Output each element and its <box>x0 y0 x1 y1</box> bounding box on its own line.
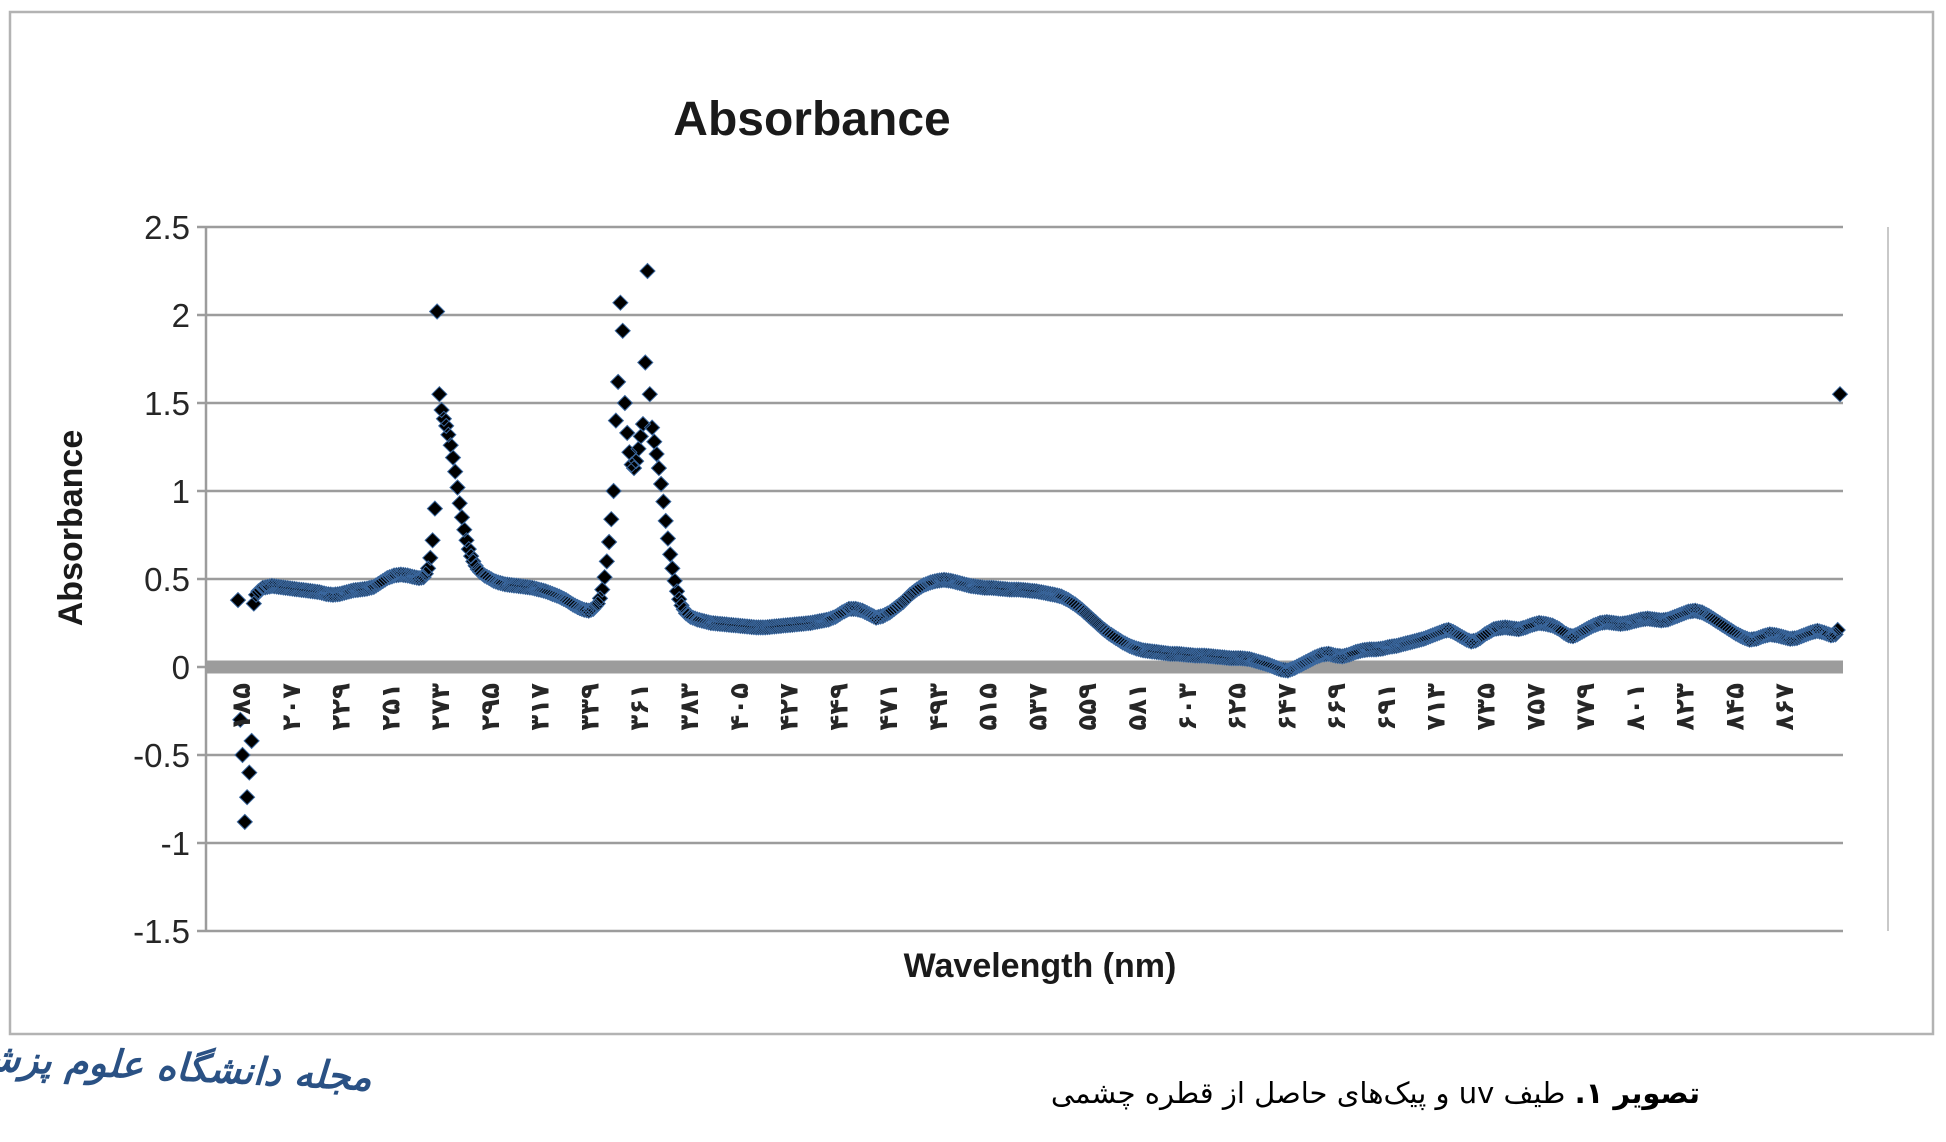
y-axis-tick-label: 1.5 <box>144 385 190 422</box>
x-axis-tick-label: ۵۱۵ <box>974 683 1004 731</box>
x-axis-tick-label: ۳۱۷ <box>526 683 556 731</box>
x-axis-tick-label: ۳۸۳ <box>675 683 705 731</box>
figure-caption-text: طیف uv و پیک‌های حاصل از قطره چشمی <box>1050 1076 1575 1110</box>
x-axis-tick-label: ۸۲۳ <box>1671 683 1701 731</box>
x-axis-tick-label: ۳۶۱ <box>625 683 655 731</box>
x-axis-tick-label: ۲۹۵ <box>476 683 506 731</box>
x-axis-tick-label: ۴۲۷ <box>775 683 805 731</box>
x-axis-tick-label: ۲۵۱ <box>376 683 406 731</box>
x-axis-tick-label: ۷۷۹ <box>1571 683 1601 731</box>
x-axis-tick-label: ۲۰۷ <box>277 683 307 731</box>
x-axis-tick-label: ۷۱۳ <box>1422 683 1452 731</box>
journal-logo-text: مجله دانشگاه علوم پزشکی گیلان <box>0 1028 373 1100</box>
x-axis-tick-label: ۴۹۳ <box>924 683 954 731</box>
x-axis-tick-label: ۷۵۷ <box>1521 683 1551 731</box>
x-axis-tick-label: ۴۴۹ <box>824 683 854 731</box>
figure-caption: تصویر ۱. طیف uv و پیک‌های حاصل از قطره چ… <box>1051 1076 1700 1110</box>
x-axis-tick-label: ۳۳۹ <box>575 683 605 731</box>
y-axis-tick-label: -0.5 <box>133 737 190 774</box>
x-axis-tick-label: ۷۳۵ <box>1471 683 1501 731</box>
x-axis-tick-label: ۵۸۱ <box>1123 683 1153 731</box>
absorbance-chart-figure: 2.5 2 1.5 1 0.5 0 -0.5 -1 -1.5 ۱۸۵ ۲۰۷ ۲۲۹ ۲۵۱ ۲۷۳ ۲۹۵… <box>8 10 1935 1036</box>
x-axis-tick-label: ۶۴۷ <box>1272 683 1302 731</box>
x-axis-tick-label: ۲۷۳ <box>426 683 456 731</box>
y-axis-tick-label: 2 <box>172 297 190 334</box>
x-axis-tick-label: ۶۰۳ <box>1173 683 1203 731</box>
x-axis-tick-label: ۵۳۷ <box>1023 683 1053 731</box>
x-axis-tick-label: ۵۵۹ <box>1073 683 1103 731</box>
y-axis-tick-label: -1 <box>161 825 190 862</box>
chart-title: Absorbance <box>673 93 950 146</box>
x-axis-tick-label: ۶۹۱ <box>1372 683 1402 731</box>
x-axis-zero-line <box>206 660 1843 674</box>
x-axis-tick-label: ۱۸۵ <box>227 683 257 731</box>
y-axis-tick-label: -1.5 <box>133 913 190 950</box>
figure-caption-number: تصویر ۱. <box>1574 1076 1700 1110</box>
y-axis-tick-label: 1 <box>172 473 190 510</box>
series-markers <box>229 262 1849 831</box>
x-axis-tick-label: ۴۰۵ <box>725 683 755 731</box>
x-axis-tick-label: ۴۷۱ <box>874 683 904 731</box>
x-axis-title: Wavelength (nm) <box>904 947 1177 985</box>
x-axis-tick-label: ۶۲۵ <box>1223 683 1253 731</box>
y-axis-tick-label: 2.5 <box>144 209 190 246</box>
x-axis-tick-label: ۶۶۹ <box>1322 683 1352 731</box>
y-axis-title: Absorbance <box>52 430 90 627</box>
chart-area-border <box>8 10 1935 1036</box>
x-axis-tick-label: ۸۶۷ <box>1770 683 1800 731</box>
x-axis-tick-label: ۸۴۵ <box>1720 683 1750 731</box>
x-axis-tick-label: ۲۲۹ <box>327 683 357 731</box>
y-axis-tick-label: 0.5 <box>144 561 190 598</box>
y-axis-tick-label: 0 <box>172 649 190 686</box>
x-axis-tick-label: ۸۰۱ <box>1621 683 1651 731</box>
